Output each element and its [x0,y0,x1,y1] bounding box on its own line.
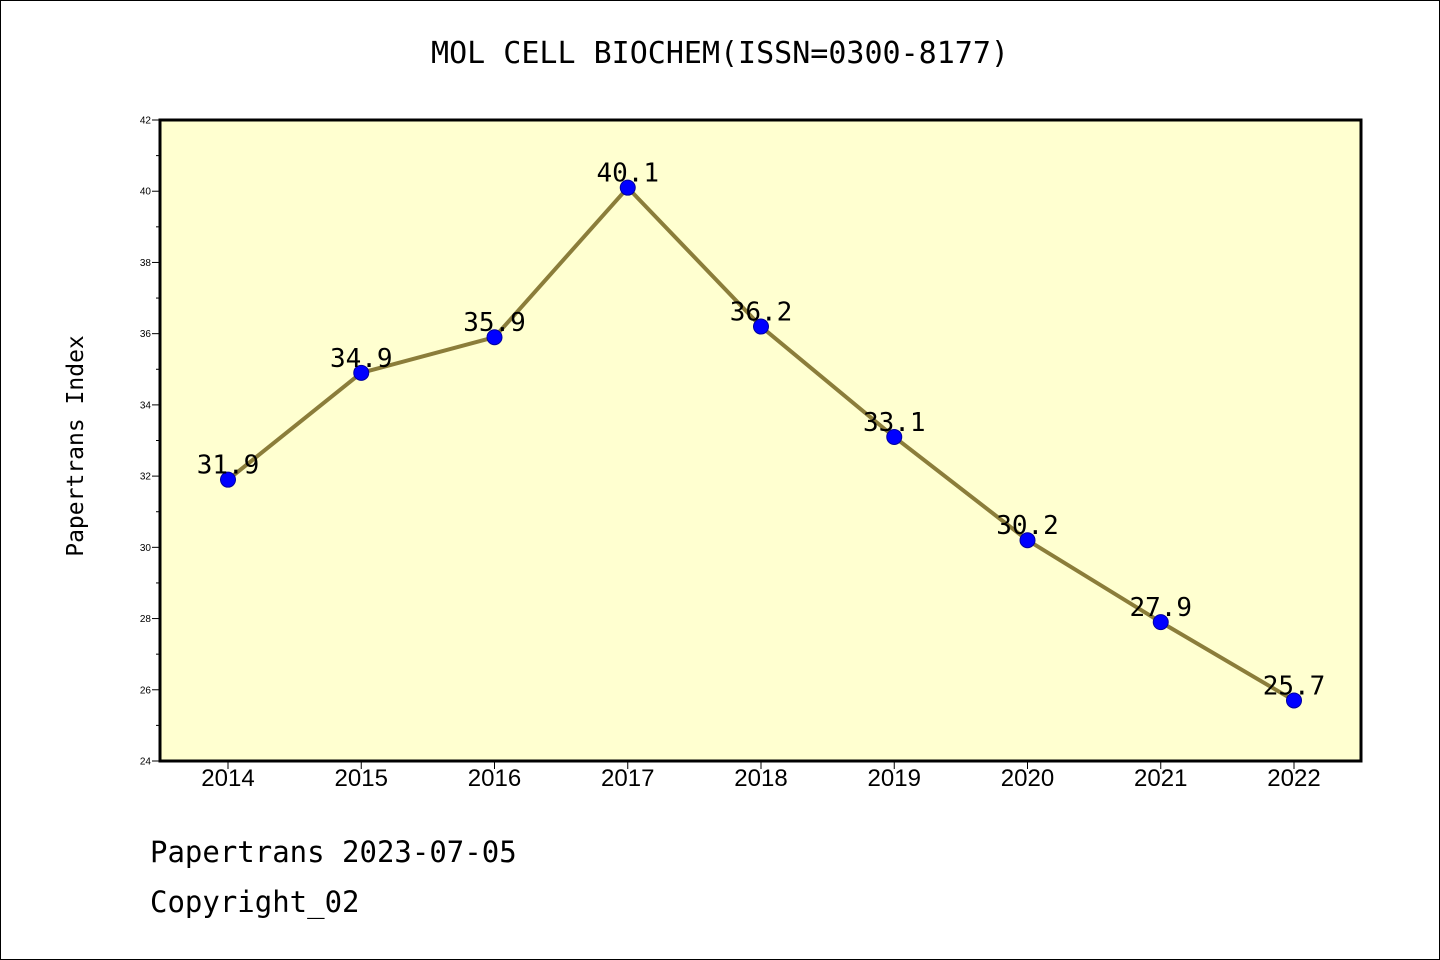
x-tick-label: 2020 [1001,765,1054,792]
data-label: 27.9 [1129,593,1192,623]
x-tick-label: 2021 [1134,765,1187,792]
y-tick-label: 42 [140,116,152,127]
data-point [619,179,636,196]
data-label: 25.7 [1263,671,1326,701]
footer-copyright: Copyright_02 [150,885,360,919]
data-label: 33.1 [863,408,926,438]
data-point [1152,614,1169,631]
x-tick-label: 2017 [601,765,654,792]
data-label: 35.9 [463,308,526,338]
y-tick-label: 26 [140,685,152,696]
y-tick-label: 38 [140,258,152,269]
data-labels: 31.9 34.9 35.9 40.1 36.2 33.1 30.2 27.9 25.7 [197,159,1326,702]
x-tick-label: 2018 [734,765,787,792]
x-tick-label: 2014 [201,765,254,792]
data-point [1286,692,1302,709]
y-tick-label: 34 [140,400,152,411]
footer-date: Papertrans 2023-07-05 [150,835,517,869]
data-point [1019,532,1036,549]
x-tick-label: 2022 [1267,765,1320,792]
data-point [753,318,769,335]
plot-area [158,118,1363,763]
x-tick-label: 2015 [335,765,388,792]
x-tick-label: 2019 [868,765,921,792]
data-point [486,329,503,346]
y-tick-label: 32 [140,472,152,483]
data-label: 40.1 [596,159,659,189]
x-tick-label: 2016 [468,765,521,792]
series-group [220,179,1302,709]
data-label: 31.9 [197,451,260,481]
y-tick-label: 24 [140,757,152,768]
y-tick-label: 40 [140,187,152,198]
data-label: 30.2 [996,511,1059,541]
data-point [220,471,236,488]
data-label: 34.9 [330,344,393,374]
y-tick-label: 36 [140,329,152,340]
x-axis: 2014 2015 2016 2017 2018 2019 2020 2021 2022 [201,761,1321,792]
y-tick-label: 30 [140,543,152,554]
data-point [886,428,903,445]
data-point [353,364,370,381]
y-tick-label: 28 [140,614,152,625]
chart-title: MOL CELL BIOCHEM(ISSN=0300-8177) [431,36,1009,71]
y-axis: 24 26 28 30 32 34 36 38 40 42 [140,116,160,768]
data-label: 36.2 [730,298,793,328]
